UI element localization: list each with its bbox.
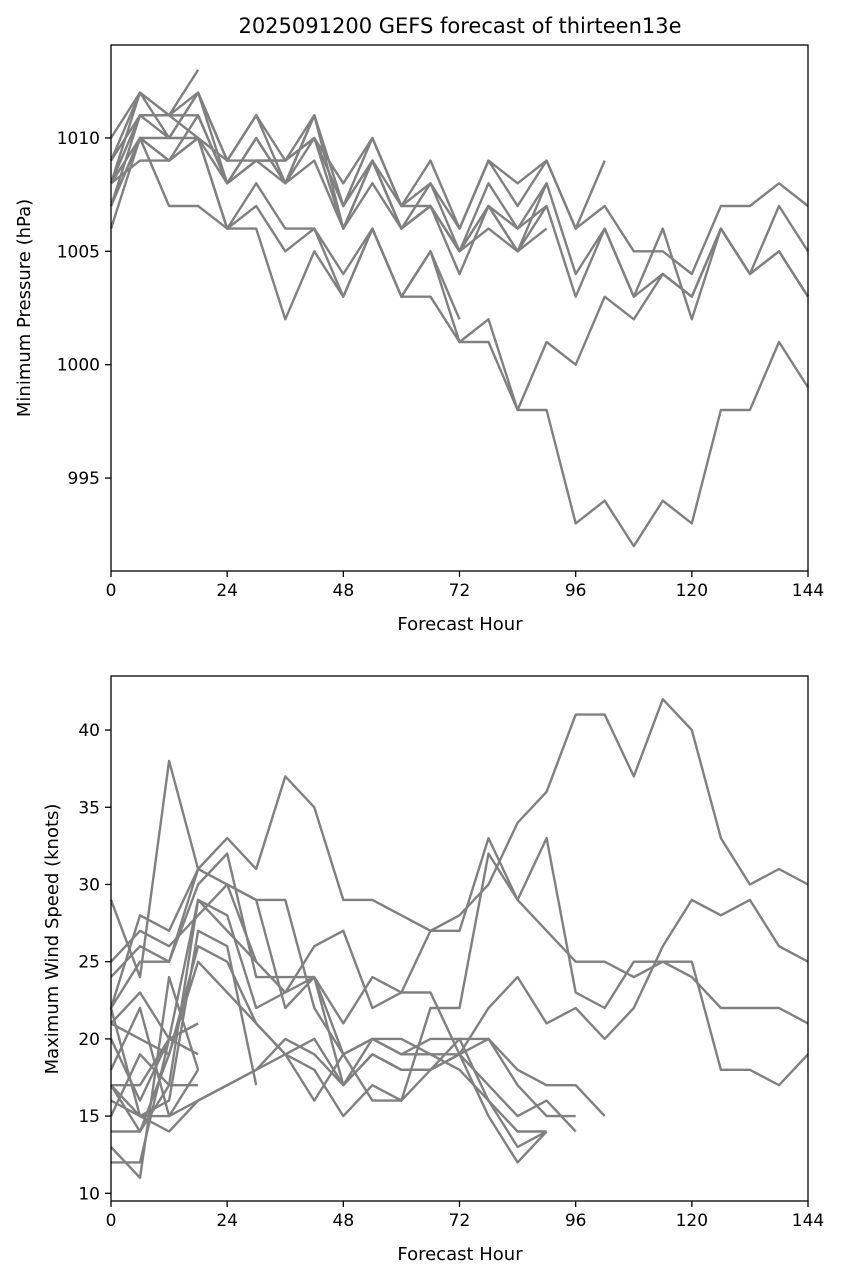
pressure-axis-ticks: 0 24 48 72 96 120 144 995 1000 1005 1010 — [57, 129, 824, 601]
wind-plot-frame — [110, 675, 809, 1202]
wind-series-line-member-05 — [111, 836, 809, 1133]
pressure-x-tick-label: 120 — [676, 581, 708, 601]
wind-y-tick-label: 10 — [78, 1184, 100, 1204]
wind-series-line-member-18 — [110, 991, 199, 1041]
wind-panel: Maximum Wind Speed (knots) Forecast Hour… — [42, 675, 824, 1265]
wind-x-tick-label: 120 — [676, 1211, 708, 1231]
wind-series-line-member-09 — [109, 898, 258, 1102]
wind-series-line-member-02 — [109, 698, 809, 1009]
wind-series-line-member-17 — [109, 1006, 200, 1118]
pressure-y-tick-label: 1000 — [57, 356, 100, 376]
wind-y-tick-label: 35 — [78, 798, 100, 818]
wind-series-line-member-07 — [109, 759, 606, 1117]
pressure-x-tick-label: 24 — [216, 581, 238, 601]
wind-y-tick-label: 40 — [78, 721, 100, 741]
pressure-x-tick-label: 96 — [565, 581, 587, 601]
wind-series-line-member-03 — [110, 852, 577, 1133]
pressure-panel: 2025091200 GEFS forecast of thirteen13e … — [14, 14, 824, 635]
pressure-x-tick-label: 48 — [333, 581, 355, 601]
pressure-plot-frame — [110, 44, 809, 572]
wind-x-tick-label: 144 — [792, 1211, 824, 1231]
wind-y-tick-label: 25 — [78, 953, 100, 973]
wind-x-tick-label: 24 — [216, 1211, 238, 1231]
pressure-series-line-member-08 — [110, 114, 548, 253]
wind-series-line-member-12 — [109, 945, 548, 1164]
wind-y-axis-label: Maximum Wind Speed (knots) — [42, 804, 63, 1075]
wind-series-line-member-10 — [110, 960, 547, 1133]
wind-x-tick-label: 96 — [565, 1211, 587, 1231]
pressure-series-line-member-10 — [109, 136, 810, 548]
pressure-y-tick-label: 995 — [68, 469, 100, 489]
wind-x-tick-label: 48 — [333, 1211, 355, 1231]
pressure-series-line-member-03 — [109, 91, 809, 276]
pressure-x-tick-label: 72 — [449, 581, 471, 601]
pressure-series-line-member-11 — [109, 114, 461, 320]
pressure-x-tick-label: 0 — [106, 581, 117, 601]
wind-x-tick-label: 0 — [106, 1211, 117, 1231]
pressure-y-tick-label: 1010 — [57, 129, 100, 149]
wind-series-line-member-06 — [109, 867, 809, 1087]
pressure-x-tick-label: 144 — [792, 581, 824, 601]
wind-y-tick-label: 20 — [78, 1030, 100, 1050]
wind-x-tick-label: 72 — [449, 1211, 471, 1231]
wind-x-axis-label: Forecast Hour — [397, 1244, 523, 1265]
wind-y-tick-label: 15 — [78, 1107, 100, 1127]
wind-series — [109, 698, 809, 1180]
pressure-series — [109, 69, 810, 548]
wind-series-line-member-01 — [110, 836, 809, 1118]
chart-title: 2025091200 GEFS forecast of thirteen13e — [238, 14, 681, 38]
pressure-x-axis-label: Forecast Hour — [397, 614, 523, 635]
pressure-y-axis-label: Minimum Pressure (hPa) — [14, 199, 35, 417]
wind-y-tick-label: 30 — [78, 875, 100, 895]
wind-axis-ticks: 0 24 48 72 96 120 144 10 15 20 25 30 35 40 — [78, 721, 824, 1231]
pressure-y-tick-label: 1005 — [57, 242, 100, 262]
